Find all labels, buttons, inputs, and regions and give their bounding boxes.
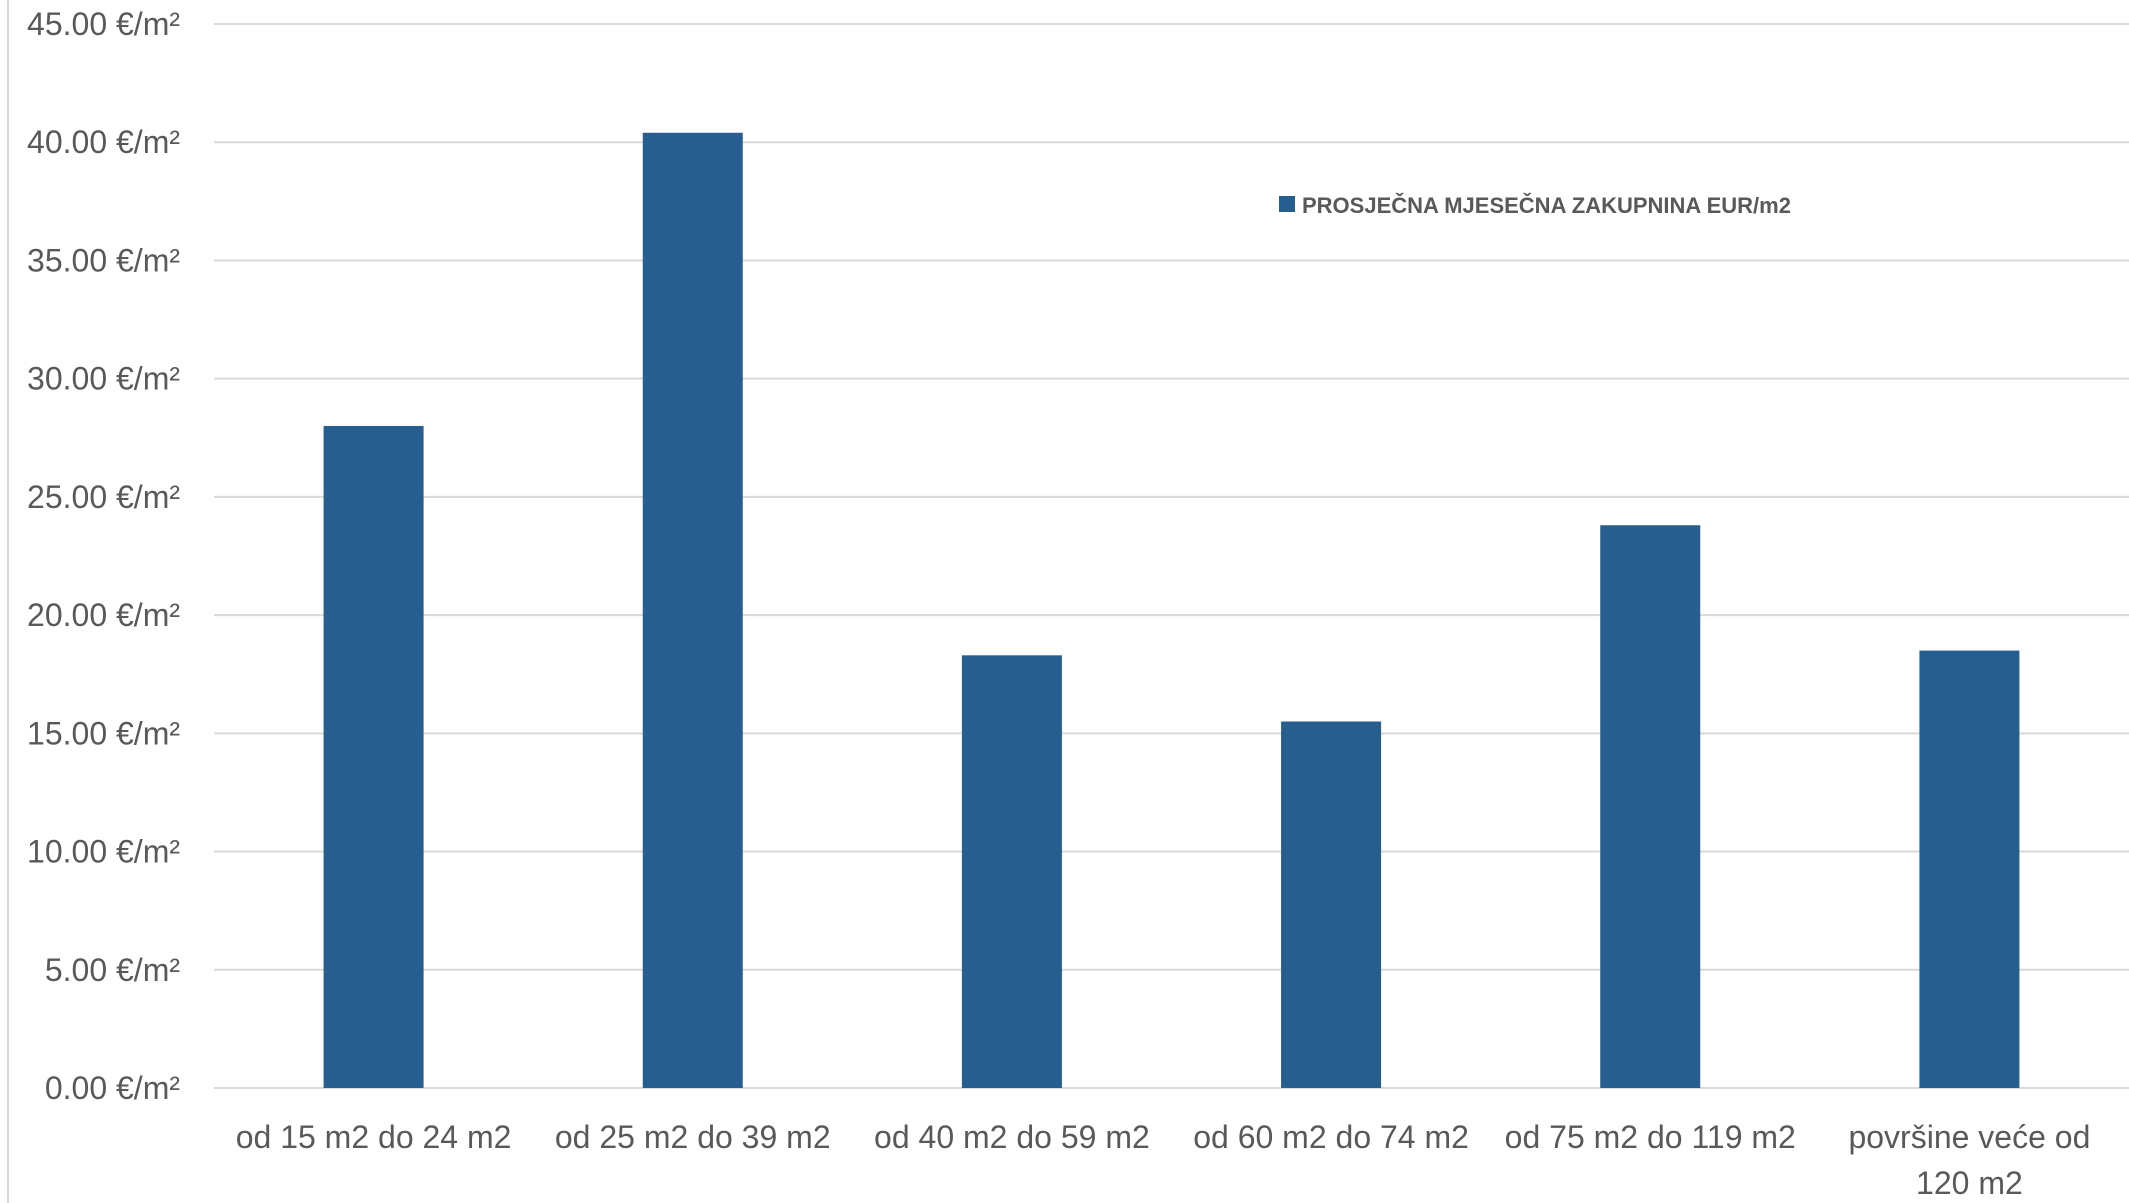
y-tick-label: 10.00 €/m² [27,834,180,870]
y-tick-label: 20.00 €/m² [27,597,180,633]
x-tick-label: od 40 m2 do 59 m2 [874,1119,1150,1155]
y-tick-label: 30.00 €/m² [27,361,180,397]
bar [961,655,1062,1088]
bar [1281,721,1382,1088]
y-tick-label: 5.00 €/m² [45,952,181,988]
x-tick-label: od 60 m2 do 74 m2 [1193,1119,1469,1155]
bar [323,425,424,1088]
x-axis-ticks: od 15 m2 do 24 m2 od 25 m2 do 39 m2 od 40 … [236,1119,2091,1201]
y-tick-label: 35.00 €/m² [27,242,180,278]
gridlines [214,23,2129,1089]
y-axis-ticks: 0.00 €/m² 5.00 €/m² 10.00 €/m² 15.00 €/m² 20… [27,6,180,1106]
y-tick-label: 40.00 €/m² [27,124,180,160]
y-tick-label: 25.00 €/m² [27,479,180,515]
legend-label: PROSJEČNA MJESEČNA ZAKUPNINA EUR/m2 [1302,193,1791,218]
bar [1919,650,2020,1088]
x-tick-label: površine veće od 120 m2 [1848,1119,2090,1201]
y-tick-label: 45.00 €/m² [27,6,180,42]
bar [1600,525,1701,1088]
x-tick-label: od 75 m2 do 119 m2 [1505,1119,1796,1155]
x-tick-label: od 15 m2 do 24 m2 [236,1119,512,1155]
legend: PROSJEČNA MJESEČNA ZAKUPNINA EUR/m2 [1279,193,1791,218]
y-tick-label: 0.00 €/m² [45,1070,181,1106]
bars [323,132,2020,1088]
y-tick-label: 15.00 €/m² [27,715,180,751]
bar [642,132,743,1088]
legend-swatch [1279,196,1295,212]
x-tick-label: od 25 m2 do 39 m2 [555,1119,831,1155]
